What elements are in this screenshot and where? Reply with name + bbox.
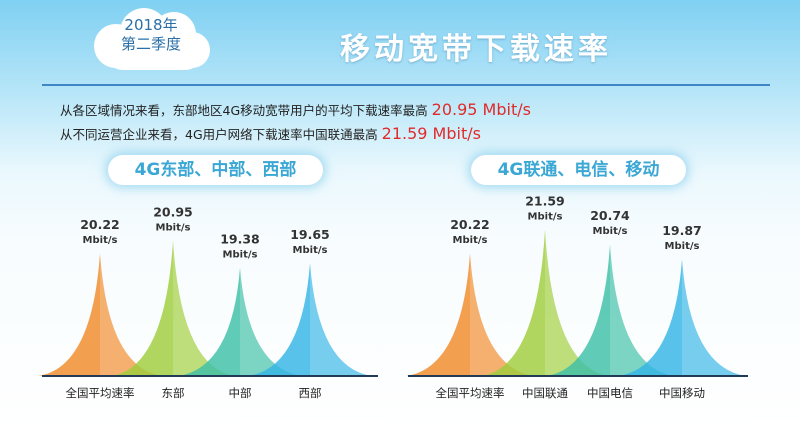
value-label-0: 20.22: [450, 217, 490, 232]
chart-title-region: 4G东部、中部、西部: [108, 155, 323, 185]
value-label-1: 20.95: [153, 205, 193, 220]
category-label-0: 全国平均速率: [66, 386, 135, 400]
peak-region-1: [111, 240, 235, 376]
chart-operator: 20.22 Mbit/s 全国平均速率 21.59 Mbit/s 中国联通 20.74 Mbi…: [406, 194, 748, 400]
peak-operator-2: [546, 244, 674, 376]
peak-highlight-0: [470, 253, 534, 376]
category-label-1: 东部: [162, 386, 185, 400]
peak-highlight-2: [610, 244, 674, 376]
value-label-3: 19.65: [290, 227, 330, 242]
peak-operator-0: [406, 253, 534, 376]
unit-label-3: Mbit/s: [293, 245, 328, 256]
unit-label-2: Mbit/s: [593, 226, 628, 237]
peak-operator-3: [618, 259, 746, 376]
category-label-2: 中部: [229, 386, 252, 400]
peak-region-3: [248, 262, 372, 376]
peak-region-2: [178, 267, 302, 376]
unit-label-3: Mbit/s: [665, 241, 700, 252]
category-label-2: 中国电信: [587, 386, 633, 400]
category-label-0: 全国平均速率: [436, 386, 505, 400]
value-label-1: 21.59: [525, 194, 565, 209]
value-label-0: 20.22: [80, 217, 120, 232]
unit-label-0: Mbit/s: [453, 235, 488, 246]
peak-highlight-3: [682, 259, 746, 376]
category-label-3: 西部: [299, 386, 322, 400]
value-label-3: 19.87: [662, 223, 702, 238]
value-label-2: 19.38: [220, 232, 260, 247]
category-label-3: 中国移动: [659, 386, 705, 400]
peak-region-0: [38, 253, 162, 376]
category-label-1: 中国联通: [522, 386, 568, 400]
unit-label-1: Mbit/s: [528, 212, 563, 223]
info-line-operator-value: 21.59 Mbit/s: [381, 124, 481, 143]
info-line-region: 从各区域情况来看，东部地区4G移动宽带用户的平均下载速率最高 20.95 Mbit…: [60, 100, 531, 119]
unit-label-2: Mbit/s: [223, 250, 258, 261]
value-label-2: 20.74: [590, 208, 630, 223]
badge-text: 2018年 第二季度: [86, 16, 216, 54]
title-divider: [42, 84, 770, 86]
info-line-region-value: 20.95 Mbit/s: [431, 100, 531, 119]
peak-highlight-3: [310, 262, 372, 376]
info-line-operator: 从不同运营企业来看，4G用户网络下载速率中国联通最高 21.59 Mbit/s: [60, 124, 481, 143]
info-line-region-text: 从各区域情况来看，东部地区4G移动宽带用户的平均下载速率最高: [60, 103, 428, 118]
peak-highlight-1: [173, 240, 235, 376]
chart-region: 20.22 Mbit/s 全国平均速率 20.95 Mbit/s 东部 19.38 Mbit/…: [38, 205, 378, 400]
quarter-badge: 2018年 第二季度: [86, 6, 216, 74]
badge-year: 2018年: [124, 16, 178, 34]
unit-label-1: Mbit/s: [156, 223, 191, 234]
badge-quarter: 第二季度: [120, 35, 181, 53]
peak-highlight-1: [545, 229, 609, 376]
unit-label-0: Mbit/s: [83, 235, 118, 246]
chart-title-operator: 4G联通、电信、移动: [471, 155, 686, 185]
info-line-operator-text: 从不同运营企业来看，4G用户网络下载速率中国联通最高: [60, 127, 378, 142]
peak-highlight-0: [100, 253, 162, 376]
peak-operator-1: [481, 229, 609, 376]
peak-highlight-2: [240, 267, 302, 376]
page-title: 移动宽带下载速率: [340, 32, 612, 67]
cloud-shape: [94, 8, 210, 70]
